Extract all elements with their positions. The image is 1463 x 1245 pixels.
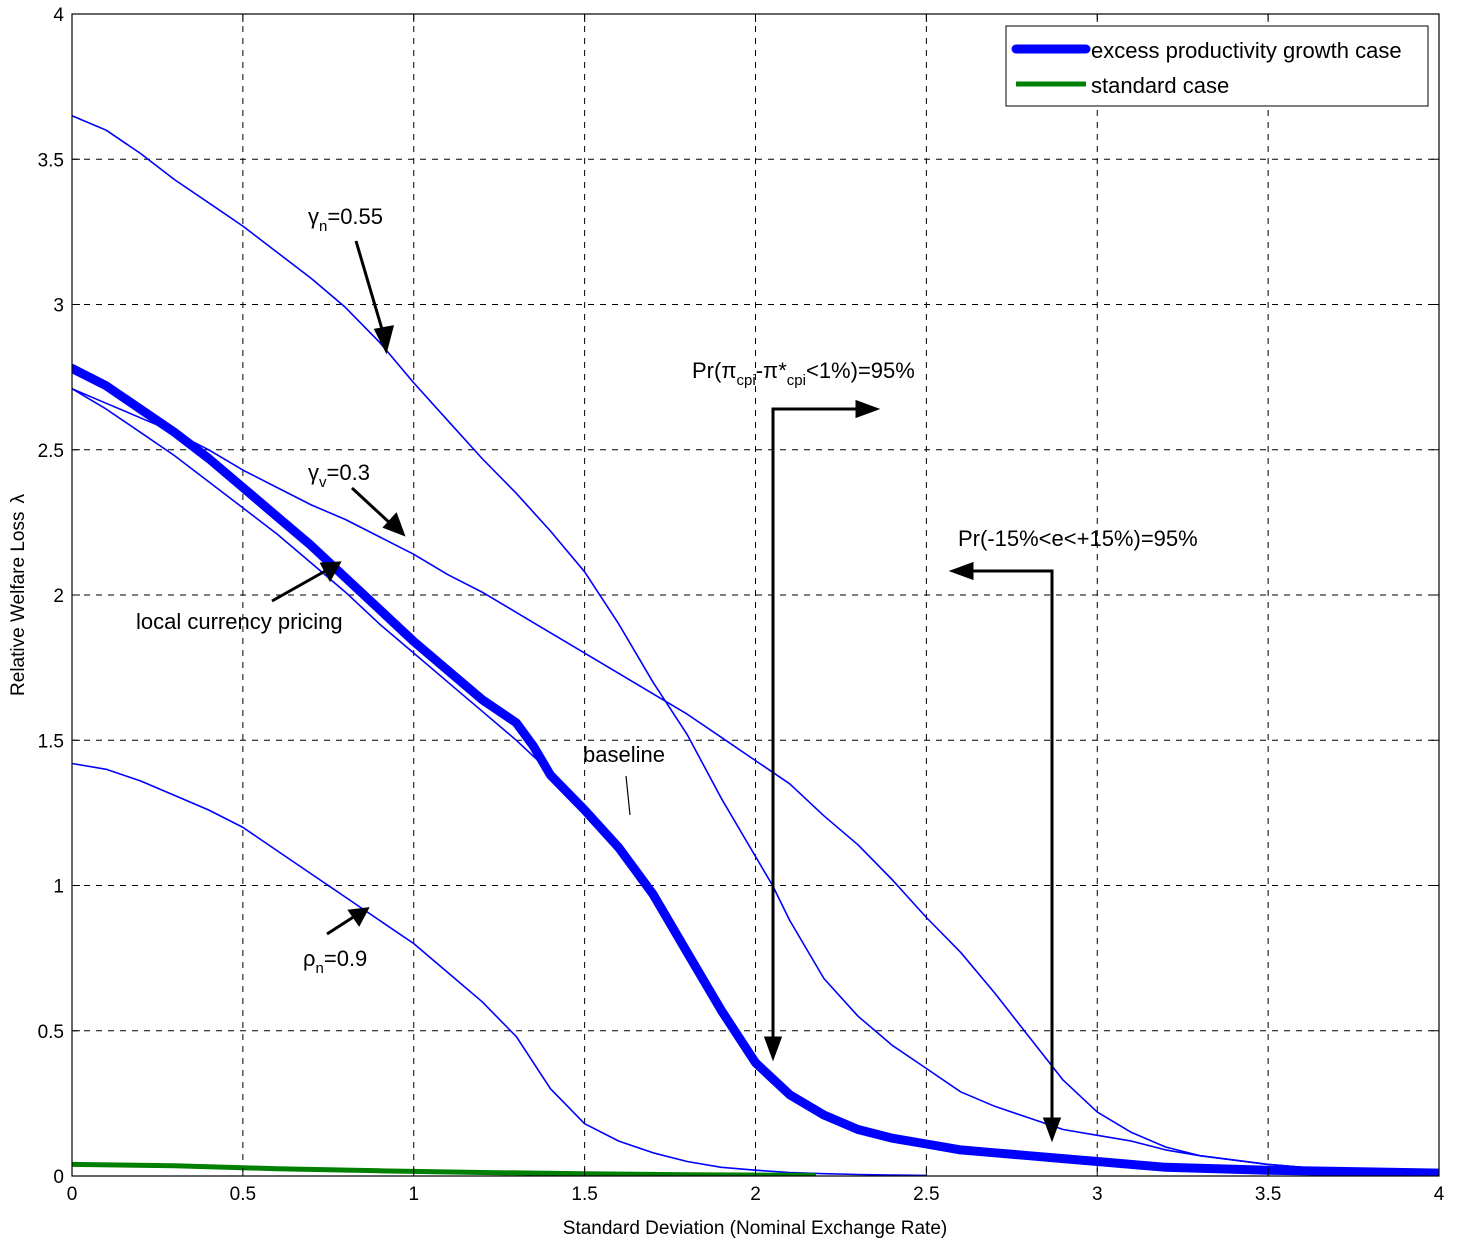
arrow-gamma-v-head	[382, 512, 406, 537]
annotation-gamma-n: γn=0.55	[308, 204, 383, 235]
x-tick-label: 3.5	[1255, 1184, 1281, 1205]
leader-baseline	[625, 775, 631, 816]
series-line-gamma_v	[72, 387, 1439, 1174]
arrow-cpi-head-right	[855, 399, 881, 419]
x-tick-label: 0	[67, 1184, 78, 1205]
series-line-rho_n	[72, 762, 928, 1176]
y-tick-label: 1.5	[38, 731, 64, 752]
x-tick-label: 1.5	[571, 1184, 597, 1205]
arrow-gamma-v	[350, 486, 394, 527]
arrow-gamma-n-head	[373, 325, 395, 355]
x-tick-label: 0.5	[230, 1184, 256, 1205]
legend-box	[1005, 25, 1429, 107]
x-tick-label: 4	[1434, 1184, 1445, 1205]
y-tick-label: 3	[53, 296, 64, 317]
legend: excess productivity growth case standard…	[1005, 25, 1429, 107]
y-tick-label: 2.5	[38, 441, 64, 462]
legend-label-standard: standard case	[1091, 73, 1229, 98]
arrow-rho-n-head	[347, 907, 370, 927]
y-tick-label: 2	[53, 586, 64, 607]
x-tick-labels: 0 0.5 1 1.5 2 2.5 3 3.5 4	[67, 1184, 1445, 1205]
arrow-cpi-bracket	[771, 407, 860, 1055]
annotation-baseline: baseline	[583, 742, 665, 767]
annotation-cpi-probability: Pr(πcpi-π*cpi<1%)=95%	[692, 358, 915, 389]
arrow-lcp-head	[319, 561, 342, 583]
arrow-cpi-head-down	[763, 1036, 783, 1062]
x-axis-label: Standard Deviation (Nominal Exchange Rat…	[563, 1218, 947, 1239]
arrow-rho-n	[326, 914, 356, 936]
y-tick-label: 1	[53, 877, 64, 898]
y-tick-labels: 0 0.5 1 1.5 2 2.5 3 3.5 4	[38, 5, 65, 1188]
series-line-baseline	[72, 363, 1439, 1176]
x-tick-label: 2	[750, 1184, 761, 1205]
y-tick-label: 4	[53, 5, 64, 26]
y-axis-label-symbol: λ	[8, 494, 29, 504]
y-axis-label: Relative Welfare Loss λ	[8, 494, 29, 696]
arrow-exch-head-down	[1042, 1117, 1062, 1143]
y-tick-label: 0	[53, 1167, 64, 1188]
annotation-rho-n: ρn=0.9	[303, 946, 367, 977]
annotations: γn=0.55 γv=0.3 local currency pricing ba…	[136, 204, 1198, 1143]
series-line-standard	[72, 1161, 817, 1176]
annotation-gamma-v: γv=0.3	[308, 460, 370, 491]
x-tick-label: 2.5	[913, 1184, 939, 1205]
y-tick-label: 3.5	[38, 150, 64, 171]
x-tick-label: 1	[408, 1184, 419, 1205]
arrow-exch-bracket	[970, 569, 1054, 1136]
x-tick-label: 3	[1092, 1184, 1103, 1205]
arrow-lcp	[271, 568, 328, 603]
arrow-exch-head-left	[948, 561, 974, 581]
series-layer	[72, 114, 1439, 1176]
arrow-gamma-n	[354, 240, 386, 337]
series-line-gamma_n	[72, 114, 1439, 1174]
legend-label-excess: excess productivity growth case	[1091, 38, 1402, 63]
y-axis-label-text: Relative Welfare Loss	[8, 512, 29, 696]
y-tick-label: 0.5	[38, 1022, 64, 1043]
tick-marks	[71, 13, 1440, 1177]
annotation-local-currency-pricing: local currency pricing	[136, 609, 343, 634]
annotation-exchange-probability: Pr(-15%<e<+15%)=95%	[958, 526, 1198, 551]
grid	[72, 14, 1439, 1176]
